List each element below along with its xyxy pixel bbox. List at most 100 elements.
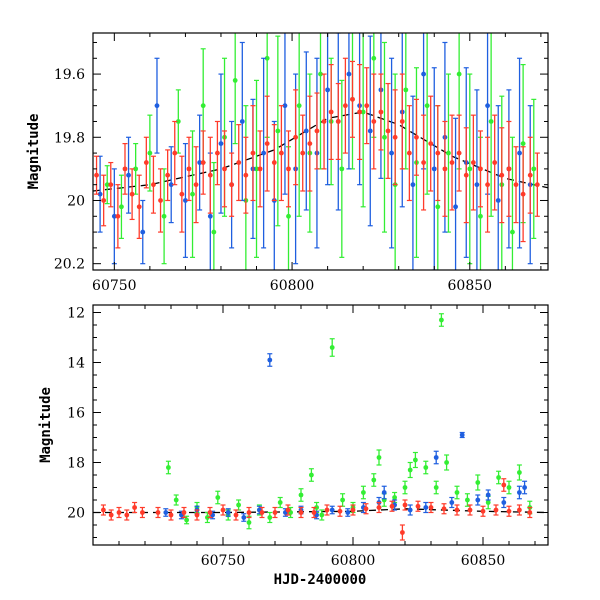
top-data-point (485, 103, 490, 109)
top-data-point (492, 160, 498, 165)
bottom-data-point (173, 497, 179, 503)
bottom-data-point (475, 497, 481, 503)
top-plot-area (93, 33, 548, 270)
top-data-point (186, 166, 192, 172)
top-data-point (264, 55, 270, 61)
bottom-data-point (155, 510, 161, 515)
bottom-data-point (485, 500, 491, 505)
top-data-point (328, 109, 334, 115)
top-data-point (410, 182, 416, 188)
top-data-point (531, 166, 537, 172)
top-data-point (389, 150, 394, 156)
bottom-data-point (319, 512, 325, 518)
bottom-data-point (376, 505, 382, 510)
bottom-data-point (225, 510, 231, 515)
top-data-point (342, 103, 348, 109)
top-data-point (168, 182, 174, 188)
top-data-point (286, 213, 291, 219)
top-data-point (119, 204, 124, 210)
top-data-point (527, 172, 533, 178)
top-y-tick-label: 20.2 (54, 257, 85, 273)
bottom-data-point (124, 512, 130, 518)
top-data-point (275, 128, 281, 134)
top-x-tick-label: 60800 (270, 278, 315, 294)
bottom-y-tick-label: 18 (67, 456, 85, 472)
bottom-data-point (381, 490, 387, 495)
bottom-data-point (241, 515, 247, 520)
top-data-point (495, 198, 501, 203)
bottom-data-point (496, 475, 501, 480)
bottom-data-point (329, 345, 335, 350)
bottom-data-point (480, 508, 486, 514)
top-y-tick-label: 19.6 (54, 67, 85, 83)
bottom-plot-frame (92, 304, 549, 546)
bottom-x-tick-label: 60800 (331, 553, 376, 569)
top-data-point (403, 87, 409, 93)
top-data-point (510, 229, 515, 235)
top-data-point (371, 55, 377, 61)
top-data-point (232, 78, 238, 83)
top-x-tick-label: 60750 (92, 278, 137, 294)
top-data-point (200, 160, 206, 165)
bottom-data-point (415, 503, 421, 509)
top-data-point (424, 103, 430, 109)
bottom-data-point (501, 482, 507, 488)
top-data-point (261, 150, 267, 156)
bottom-plot-area (93, 313, 548, 541)
top-data-point (456, 150, 462, 156)
bottom-data-point (194, 512, 200, 518)
top-data-point (296, 103, 302, 109)
top-data-point (421, 160, 426, 165)
bottom-data-point (506, 485, 512, 490)
top-data-point (286, 166, 291, 172)
top-data-point (414, 134, 419, 140)
bottom-data-point (220, 507, 226, 513)
top-data-point (151, 182, 156, 188)
top-data-point (357, 109, 363, 115)
top-data-point (197, 160, 203, 165)
top-data-point (215, 150, 220, 156)
top-data-point (421, 71, 426, 77)
top-data-point (360, 109, 366, 115)
bottom-data-point (361, 490, 366, 495)
bottom-data-point (184, 517, 190, 523)
bottom-data-point (493, 507, 499, 513)
top-series-2 (94, 57, 540, 249)
top-data-point (456, 71, 462, 77)
top-data-point (378, 109, 384, 115)
bottom-data-point (272, 510, 278, 515)
top-data-point (111, 213, 117, 219)
top-data-point (470, 160, 476, 165)
bottom-data-point (517, 507, 522, 513)
top-data-point (175, 119, 181, 124)
bottom-data-point (423, 465, 429, 470)
bottom-y-axis-label: Magnitude (38, 387, 54, 463)
top-data-point (499, 172, 505, 178)
bottom-data-point (132, 505, 138, 510)
top-data-point (222, 166, 227, 172)
top-data-point (474, 182, 480, 188)
top-data-point (207, 213, 213, 219)
top-data-point (190, 191, 195, 197)
bottom-panel: 60750 60800 60850 12 14 16 18 20 Magnitude HJD-… (38, 304, 549, 588)
bottom-data-point (277, 500, 283, 505)
bottom-data-point (433, 455, 439, 460)
top-data-point (136, 204, 142, 210)
top-data-point (254, 166, 259, 172)
top-data-point (371, 119, 377, 124)
bottom-data-point (522, 485, 527, 490)
bottom-series-1 (163, 353, 528, 522)
top-data-point (147, 150, 153, 156)
top-data-point (307, 141, 313, 147)
top-data-point (385, 128, 391, 134)
bottom-data-point (459, 432, 465, 438)
top-data-point (143, 160, 149, 165)
top-data-point (161, 213, 167, 219)
bottom-data-point (267, 357, 273, 363)
bottom-data-point (392, 495, 397, 500)
top-data-point (321, 119, 327, 124)
top-data-point (158, 198, 163, 203)
bottom-data-point (407, 467, 413, 473)
bottom-data-point (337, 508, 343, 514)
bottom-x-axis-label: HJD-2400000 (274, 572, 367, 588)
